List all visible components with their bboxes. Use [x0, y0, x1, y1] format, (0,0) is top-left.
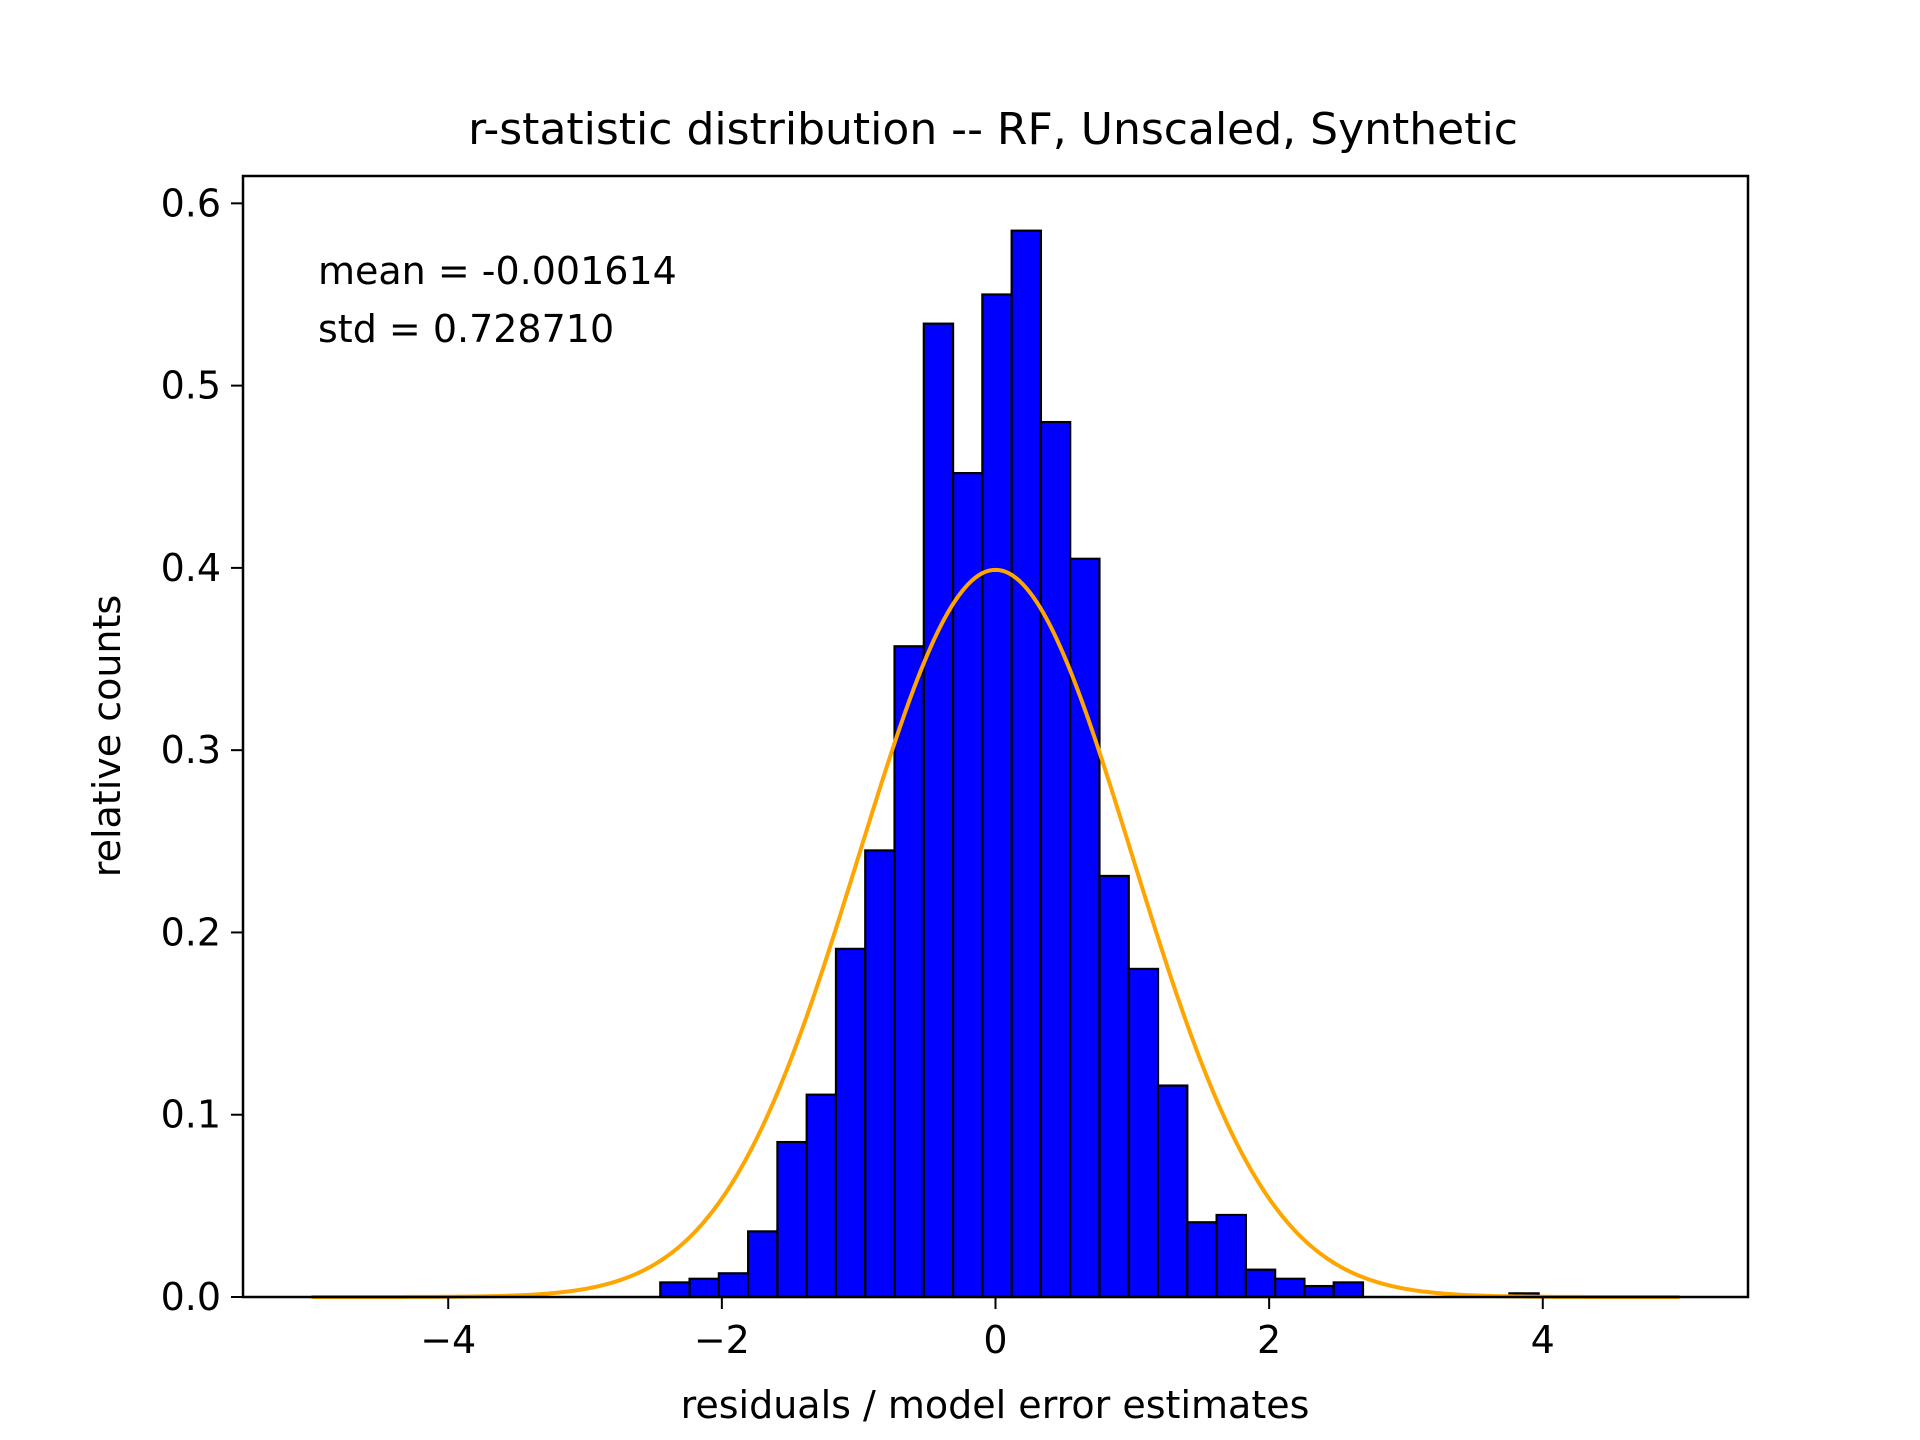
histogram-bar — [747, 1230, 779, 1299]
histogram-bar — [1098, 874, 1130, 1299]
x-tick-label: −2 — [694, 1318, 750, 1362]
std-annotation: std = 0.728710 — [318, 307, 614, 351]
y-tick-label: 0.5 — [161, 364, 221, 408]
histogram-bar — [805, 1093, 838, 1299]
histogram-bar — [1332, 1281, 1365, 1299]
histogram-bar — [922, 322, 955, 1299]
histogram-bar — [1186, 1221, 1218, 1299]
histogram-bar — [1156, 1084, 1189, 1299]
histogram-bar — [1215, 1213, 1247, 1299]
histogram-bar — [1069, 557, 1101, 1299]
histogram-bar — [1039, 420, 1072, 1299]
histogram-bar — [659, 1281, 691, 1299]
histogram-bar — [1127, 967, 1160, 1299]
histogram-bar — [981, 293, 1013, 1299]
x-tick-label: −4 — [420, 1318, 476, 1362]
histogram-bar — [1010, 229, 1043, 1299]
histogram-bar — [1303, 1284, 1335, 1299]
x-tick-label: 0 — [983, 1318, 1007, 1362]
y-axis-ticks: 0.0 0.1 0.2 0.3 0.4 0.5 0.6 — [161, 181, 243, 1319]
y-axis-label: relative counts — [85, 595, 129, 877]
histogram-bar — [776, 1140, 808, 1299]
histogram-bar — [717, 1272, 750, 1299]
y-tick-label: 0.3 — [161, 728, 221, 772]
histogram-bar — [1244, 1268, 1277, 1299]
x-axis-label: residuals / model error estimates — [681, 1383, 1310, 1427]
histogram-bar — [834, 947, 867, 1299]
y-tick-label: 0.2 — [161, 910, 221, 954]
chart-title: r-statistic distribution -- RF, Unscaled… — [468, 104, 1518, 155]
normal-curve — [311, 567, 1680, 1299]
y-tick-label: 0.6 — [161, 181, 221, 225]
y-tick-label: 0.1 — [161, 1093, 221, 1137]
histogram-bars — [659, 229, 1540, 1299]
histogram-bar — [864, 849, 896, 1299]
x-axis-ticks: −4 −2 0 2 4 — [420, 1297, 1555, 1362]
x-tick-label: 4 — [1531, 1318, 1555, 1362]
mean-annotation: mean = -0.001614 — [318, 249, 677, 293]
x-tick-label: 2 — [1257, 1318, 1281, 1362]
y-tick-label: 0.4 — [161, 546, 221, 590]
histogram-bar — [1274, 1277, 1306, 1299]
histogram-bar — [688, 1277, 720, 1299]
y-tick-label: 0.0 — [161, 1275, 221, 1319]
histogram-bar — [893, 645, 925, 1299]
